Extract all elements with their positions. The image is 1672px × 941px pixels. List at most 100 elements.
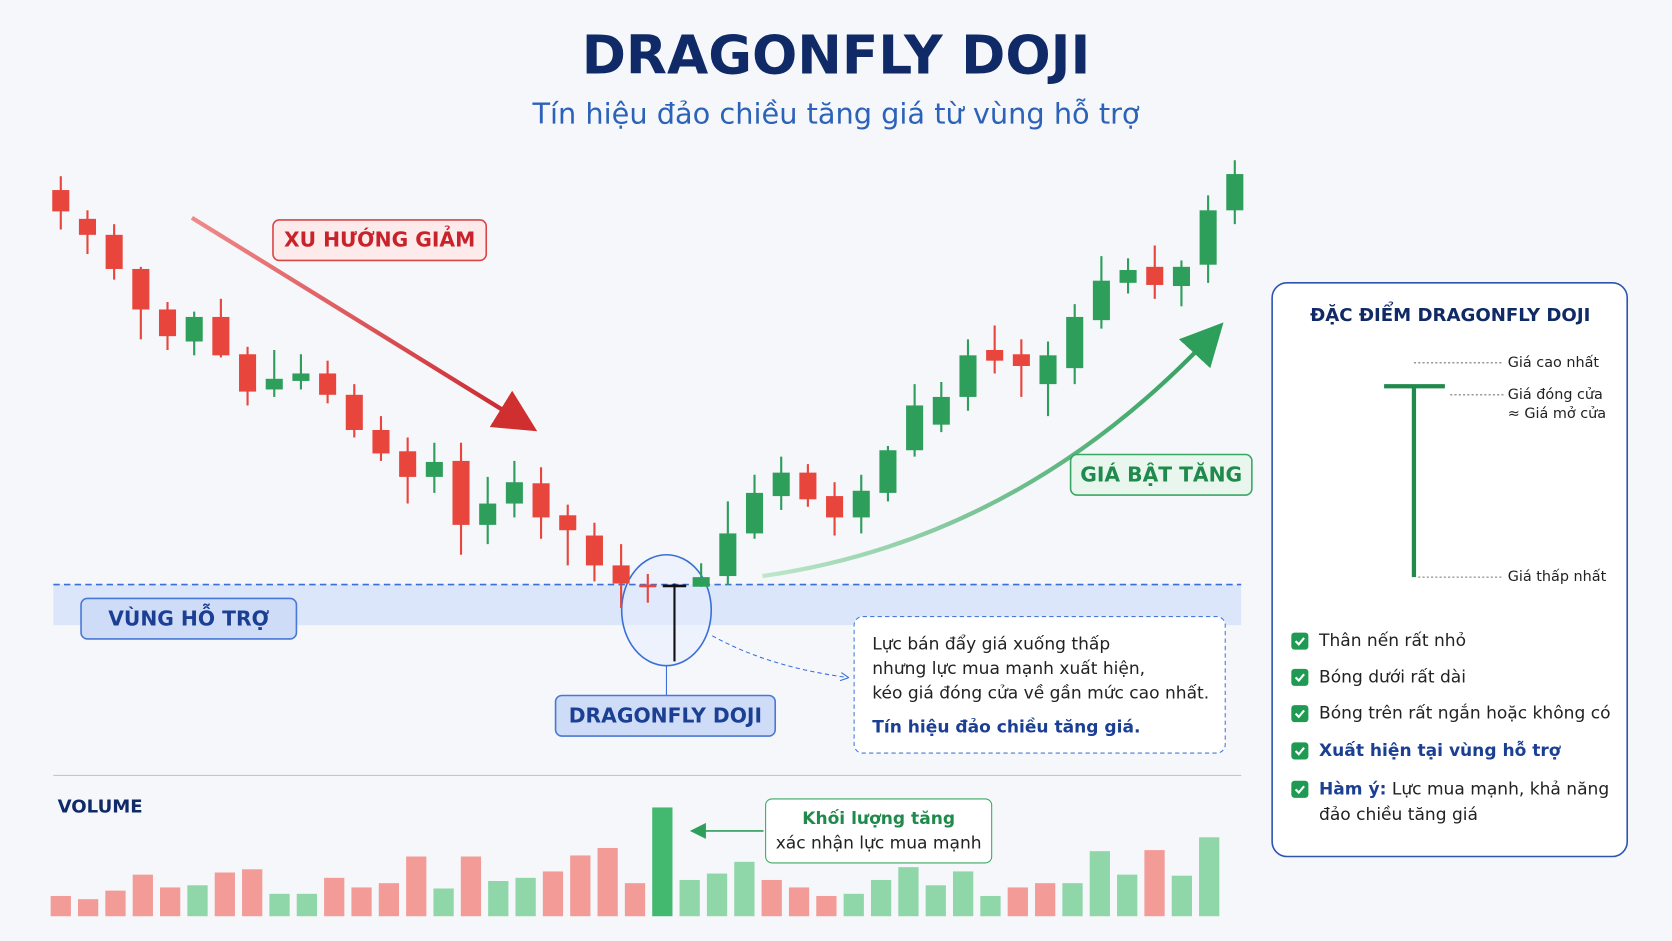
implication-label: Hàm ý:: [1319, 779, 1386, 799]
candle-body: [319, 373, 337, 395]
volume-bar: [214, 872, 235, 917]
volume-bar: [324, 877, 345, 917]
label-box: [80, 597, 298, 640]
callout-box: [853, 616, 1226, 754]
candle-body: [265, 378, 283, 390]
volume-bar: [1035, 883, 1056, 917]
callout-text: nhưng lực mua mạnh xuất hiện,: [872, 658, 1145, 679]
candle-body: [612, 565, 630, 584]
volume-note-box: [765, 798, 993, 864]
volume-bar: [980, 895, 1001, 917]
panel-point: Bóng trên rất ngắn hoặc không có: [1319, 703, 1610, 724]
panel-label: Giá cao nhất: [1508, 355, 1600, 371]
volume-bar: [460, 856, 482, 917]
volume-bar: [843, 893, 864, 917]
volume-bar: [1199, 837, 1220, 917]
up-label: GIÁ BẬT TĂNG: [1080, 462, 1242, 486]
volume-chart: [50, 807, 1220, 917]
volume-bar: [624, 883, 646, 917]
candle-body: [585, 535, 603, 566]
candle-body: [212, 316, 230, 356]
candle-body: [372, 429, 390, 454]
volume-bar: [296, 893, 318, 917]
panel-point: đảo chiều tăng giá: [1319, 804, 1478, 825]
candle-body: [799, 472, 817, 500]
candle-body: [559, 515, 577, 531]
panel-title: ĐẶC ĐIỂM DRAGONFLY DOJI: [1310, 301, 1590, 326]
volume-bar: [242, 869, 263, 917]
volume-bar: [925, 885, 946, 917]
volume-bar: [734, 861, 755, 917]
up-arrow: [762, 322, 1224, 579]
down-label: XU HƯỚNG GIẢM: [284, 227, 475, 252]
candle-body: [158, 309, 177, 337]
volume-bar: [132, 874, 153, 917]
candle-body: [1226, 174, 1244, 211]
candle-body: [1012, 354, 1030, 366]
volume-bar: [515, 877, 536, 917]
volume-bar: [77, 899, 99, 917]
candle-body: [879, 450, 897, 493]
candle-body: [745, 492, 764, 534]
candle-body: [1092, 280, 1110, 321]
candle-body: [826, 496, 844, 518]
volume-bar: [952, 871, 974, 917]
candle-body: [932, 396, 950, 425]
label-box: [554, 694, 777, 737]
volume-bar: [488, 881, 509, 917]
volume-bar: [706, 873, 728, 917]
panel-point: Thân nến rất nhỏ: [1318, 630, 1466, 651]
volume-bar: [788, 887, 810, 917]
callout-text: Tín hiệu đảo chiều tăng giá.: [872, 716, 1140, 737]
volume-bar: [1117, 874, 1138, 917]
candle-body: [239, 354, 257, 392]
candle-body: [505, 482, 523, 504]
callout-text: kéo giá đóng cửa về gần mức cao nhất.: [872, 682, 1209, 703]
panel-point: Bóng dưới rất dài: [1319, 666, 1466, 687]
candle-body: [1119, 270, 1137, 283]
volume-bar: [187, 885, 208, 917]
subtitle: Tín hiệu đảo chiều tăng giá từ vùng hỗ t…: [531, 96, 1139, 130]
volume-bar: [870, 879, 892, 917]
candle-body: [852, 490, 870, 518]
volume-bar: [269, 893, 290, 917]
panel: ĐẶC ĐIỂM DRAGONFLY DOJI Giá cao nhất Giá…: [1271, 282, 1629, 858]
candle-body: [132, 268, 150, 310]
volume-bar: [1007, 887, 1028, 917]
candle-body: [692, 577, 710, 587]
panel-point: Xuất hiện tại vùng hỗ trợ: [1319, 739, 1562, 761]
pattern-highlight: [620, 553, 713, 667]
volume-bar: [652, 807, 673, 917]
panel-label: Giá đóng cửa: [1508, 387, 1603, 403]
candle-body: [1199, 210, 1217, 265]
candle-body: [452, 460, 470, 525]
volume-bar: [105, 890, 126, 917]
volume-note: xác nhận lực mua mạnh: [776, 834, 982, 854]
volume-bar: [597, 847, 618, 917]
label-box: [272, 219, 488, 262]
panel-point: Hàm ý: Lực mua mạnh, khả năng: [1319, 779, 1609, 799]
price-chart: XU HƯỚNG GIẢM GIÁ BẬT TĂNG VÙNG HỖ TRỢ D…: [52, 160, 1253, 754]
volume-bar: [1089, 851, 1110, 917]
candle-body: [532, 483, 550, 518]
candle-body: [185, 316, 203, 342]
volume-bar: [1062, 883, 1083, 917]
candle-body: [1146, 266, 1164, 285]
volume-bar: [1144, 850, 1165, 917]
panel-label: Giá thấp nhất: [1508, 569, 1607, 585]
candle-body: [52, 190, 70, 212]
volume-note: Khối lượng tăng: [802, 808, 955, 829]
title: DRAGONFLY DOJI: [582, 25, 1091, 87]
candle-body: [105, 234, 123, 269]
candle-body: [772, 472, 790, 497]
down-arrow: [190, 215, 538, 432]
candle-body: [292, 373, 310, 381]
candle-body: [399, 451, 417, 477]
candle-body: [1066, 316, 1084, 369]
label-box: [1069, 453, 1253, 496]
volume-bar: [542, 871, 564, 917]
candle-body: [425, 461, 443, 477]
volume-bar: [570, 855, 591, 917]
support-label: VÙNG HỖ TRỢ: [108, 603, 269, 630]
